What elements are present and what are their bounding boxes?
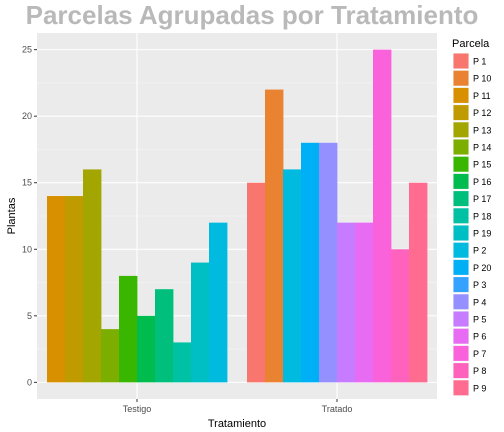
y-axis-title: Plantas [6,197,18,234]
legend-label: P 19 [473,229,491,239]
bar [301,142,320,383]
legend-swatch [453,294,469,310]
legend-swatch [453,173,469,189]
y-axis-ticks: 0 5 10 15 20 25 [22,45,37,387]
bar [355,222,374,383]
legend-swatch [453,345,469,361]
bar [119,275,138,383]
legend-swatch [453,105,469,121]
legend-swatch [453,53,469,69]
legend-label: P 11 [473,91,491,101]
x-axis-title: Tratamiento [208,418,266,430]
bar [265,89,284,383]
bar [191,262,210,383]
legend: Parcela P 1 P 10 P 11 P 12 P 13 P 14 P 15 P 16 P… [452,38,491,396]
x-tick-label: Testigo [123,404,152,414]
x-tick-label: Tratado [322,404,353,414]
legend-label: P 2 [473,246,486,256]
bar [209,222,228,383]
bar [83,169,102,383]
bar [155,289,174,383]
legend-swatch [453,191,469,207]
legend-label: P 6 [473,332,486,342]
legend-label: P 3 [473,280,486,290]
legend-swatch [453,259,469,275]
bar [47,196,66,383]
legend-swatch [453,328,469,344]
bar [247,182,266,383]
y-tick-label: 10 [22,244,32,254]
bar [391,249,410,383]
legend-label: P 15 [473,160,491,170]
chart-title: Parcelas Agrupadas por Tratamiento [26,0,479,30]
legend-swatch [453,156,469,172]
legend-swatch [453,242,469,258]
bar [65,196,84,383]
y-tick-label: 0 [27,377,32,387]
bar [409,182,428,383]
bar [283,169,302,383]
bar [137,315,156,383]
bars [47,49,428,383]
x-axis-ticks: Testigo Tratado [123,399,353,414]
legend-label: P 10 [473,74,491,84]
legend-label: P 4 [473,297,486,307]
legend-label: P 17 [473,194,491,204]
legend-swatch [453,363,469,379]
bar [337,222,356,383]
legend-label: P 18 [473,211,491,221]
legend-swatch [453,277,469,293]
legend-label: P 5 [473,315,486,325]
legend-swatch [453,311,469,327]
legend-label: P 14 [473,143,491,153]
legend-swatch [453,87,469,103]
legend-swatch [453,208,469,224]
legend-swatch [453,139,469,155]
legend-label: P 13 [473,125,491,135]
y-tick-label: 15 [22,178,32,188]
legend-swatch [453,122,469,138]
legend-label: P 20 [473,263,491,273]
legend-title: Parcela [452,38,490,50]
legend-swatch [453,70,469,86]
legend-label: P 9 [473,383,486,393]
legend-label: P 1 [473,57,486,67]
legend-label: P 7 [473,349,486,359]
bar [319,142,338,383]
legend-label: P 16 [473,177,491,187]
bar [101,329,120,383]
legend-label: P 12 [473,108,491,118]
legend-label: P 8 [473,366,486,376]
legend-swatch [453,380,469,396]
y-tick-label: 5 [27,311,32,321]
legend-swatch [453,225,469,241]
y-tick-label: 20 [22,111,32,121]
y-tick-label: 25 [22,45,32,55]
bar [173,342,192,383]
bar [373,49,392,383]
